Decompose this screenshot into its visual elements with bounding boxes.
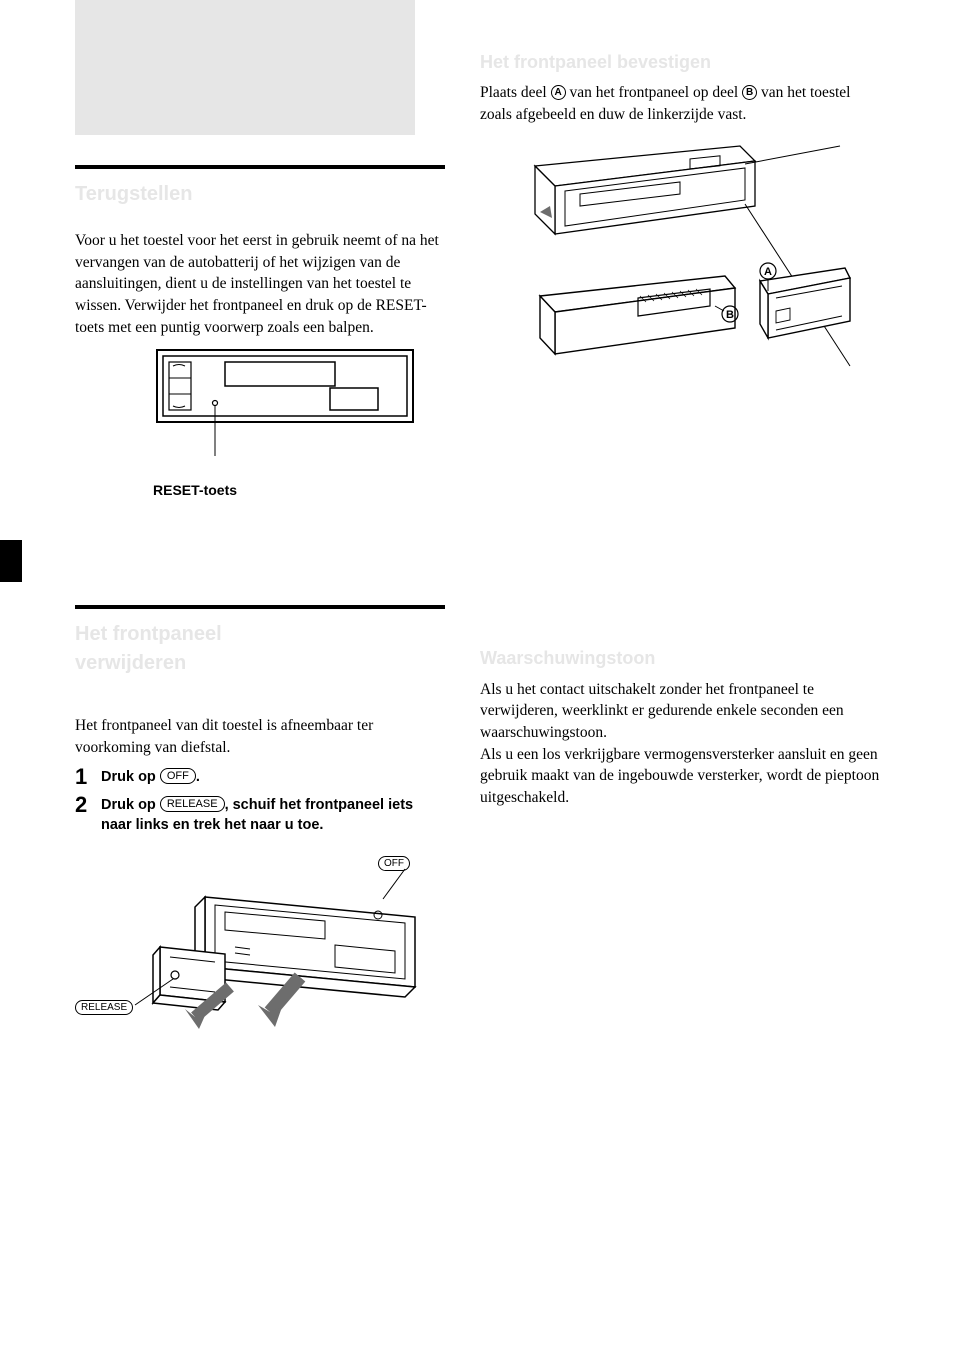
- reset-button-label: RESET-toets: [153, 481, 445, 500]
- note-item: Laat het frontpaneel niet vallen wanneer…: [91, 1074, 445, 1116]
- divider: [75, 165, 445, 169]
- remove-lead: Het frontpaneel van dit toestel is afnee…: [75, 715, 445, 758]
- hidden-notes-block: Opmerkingen Laat het frontpaneel niet va…: [75, 1053, 445, 1235]
- step-1-suffix: .: [196, 769, 200, 785]
- divider: [75, 605, 445, 609]
- off-callout: OFF: [378, 851, 410, 873]
- step-1-prefix: Druk op: [101, 769, 160, 785]
- attach-text-a: Plaats deel: [480, 84, 551, 101]
- step-number: 1: [75, 766, 101, 788]
- label-a-inline: A: [551, 85, 566, 100]
- step-1-text: Druk op OFF.: [101, 768, 200, 788]
- step-1: 1 Druk op OFF.: [75, 768, 445, 788]
- alarm-body: Als u het contact uitschakelt zonder het…: [480, 679, 880, 809]
- step-2: 2 Druk op RELEASE, schuif het frontpanee…: [75, 796, 445, 835]
- page-side-tab: [0, 540, 22, 582]
- attach-text-b: van het frontpaneel op deel: [566, 84, 742, 101]
- heading-alarm: Waarschuwingstoon: [480, 646, 880, 670]
- svg-text:B: B: [726, 309, 734, 321]
- release-callout: RELEASE: [75, 995, 133, 1017]
- figure-attach-panel: B A: [480, 136, 880, 383]
- note-item: Wanneer u het frontpaneel verwijdert ter…: [91, 1116, 445, 1179]
- heading-remove-2: verwijderen: [75, 650, 445, 677]
- step-2-text: Druk op RELEASE, schuif het frontpaneel …: [101, 796, 445, 835]
- reset-description: Voor u het toestel voor het eerst in geb…: [75, 230, 445, 338]
- heading-remove-1: Het frontpaneel: [75, 621, 445, 648]
- heading-reset: Terugstellen: [75, 181, 445, 208]
- off-button-label: OFF: [160, 768, 196, 784]
- release-label: RELEASE: [75, 1000, 133, 1015]
- attach-note-hidden: Opmerking Plaats niets op de binnenkant …: [480, 394, 880, 436]
- note-item: Neem het frontpaneel mee in het meegelev…: [91, 1193, 445, 1235]
- step-2-prefix: Druk op: [101, 797, 160, 813]
- heading-attach: Het frontpaneel bevestigen: [480, 50, 880, 74]
- header-grey-box: [75, 0, 415, 135]
- off-label: OFF: [378, 856, 410, 871]
- svg-text:A: A: [764, 266, 772, 278]
- notes-heading: Opmerkingen: [75, 1053, 445, 1074]
- figure-reset: RESET-toets: [125, 348, 445, 499]
- step-number: 2: [75, 794, 101, 816]
- label-b-inline: B: [742, 85, 757, 100]
- release-button-label: RELEASE: [160, 796, 225, 812]
- attach-description: Plaats deel A van het frontpaneel op dee…: [480, 82, 880, 125]
- attach-note: Plaats niets op de binnenkant van het fr…: [480, 415, 880, 436]
- figure-remove-panel: OFF RELEASE: [75, 847, 445, 1037]
